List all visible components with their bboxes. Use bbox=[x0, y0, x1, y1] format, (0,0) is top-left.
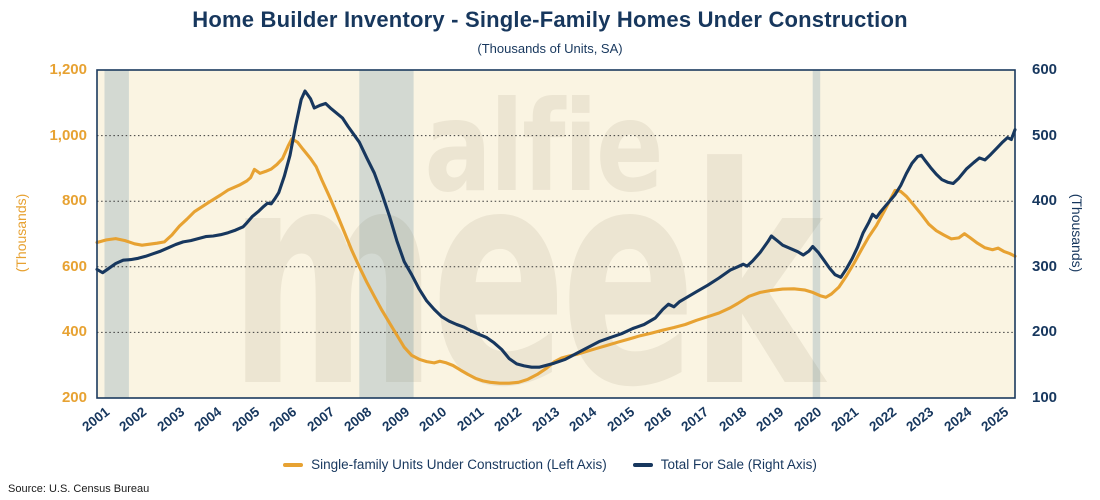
watermark-text: meek bbox=[229, 104, 834, 453]
left-axis-tick-label: 400 bbox=[61, 323, 87, 341]
left-axis-tick-label: 800 bbox=[61, 192, 87, 210]
right-axis-tick-label: 300 bbox=[1032, 257, 1058, 275]
chart-title: Home Builder Inventory - Single-Family H… bbox=[192, 7, 908, 32]
right-axis-tick-label: 200 bbox=[1032, 323, 1058, 341]
left-axis-tick-label: 600 bbox=[61, 257, 87, 275]
chart-subtitle: (Thousands of Units, SA) bbox=[477, 41, 623, 56]
source-note: Source: U.S. Census Bureau bbox=[8, 483, 150, 495]
legend-swatch-total-for-sale bbox=[632, 462, 653, 467]
recession-band bbox=[359, 70, 414, 398]
legend-item-total-for-sale: Total For Sale (Right Axis) bbox=[632, 457, 817, 472]
right-axis-title: (Thousands) bbox=[1069, 193, 1085, 273]
plot-border bbox=[96, 69, 1016, 399]
legend: Single-family Units Under Construction (… bbox=[0, 457, 1100, 472]
right-axis-tick-label: 100 bbox=[1032, 389, 1058, 406]
recession-band bbox=[104, 70, 129, 398]
legend-item-under-construction: Single-family Units Under Construction (… bbox=[283, 457, 607, 472]
left-axis-tick-label: 1,000 bbox=[49, 126, 87, 144]
legend-swatch-under-construction bbox=[283, 462, 304, 467]
left-axis-tick-label: 1,200 bbox=[49, 61, 87, 78]
left-axis-tick-label: 200 bbox=[61, 389, 87, 406]
legend-label-total-for-sale: Total For Sale (Right Axis) bbox=[660, 457, 817, 472]
left-axis-title: (Thousands) bbox=[13, 193, 29, 273]
recession-band bbox=[812, 70, 821, 398]
svg-text:alfie: alfie bbox=[424, 74, 661, 220]
series-line-total-for-sale bbox=[95, 89, 1017, 369]
right-axis-tick-label: 400 bbox=[1032, 192, 1058, 210]
svg-text:meek: meek bbox=[229, 104, 828, 453]
right-axis-tick-label: 500 bbox=[1032, 126, 1058, 144]
watermark-text: alfie bbox=[424, 74, 663, 220]
legend-label-under-construction: Single-family Units Under Construction (… bbox=[311, 457, 607, 472]
right-axis-tick-label: 600 bbox=[1032, 61, 1058, 78]
